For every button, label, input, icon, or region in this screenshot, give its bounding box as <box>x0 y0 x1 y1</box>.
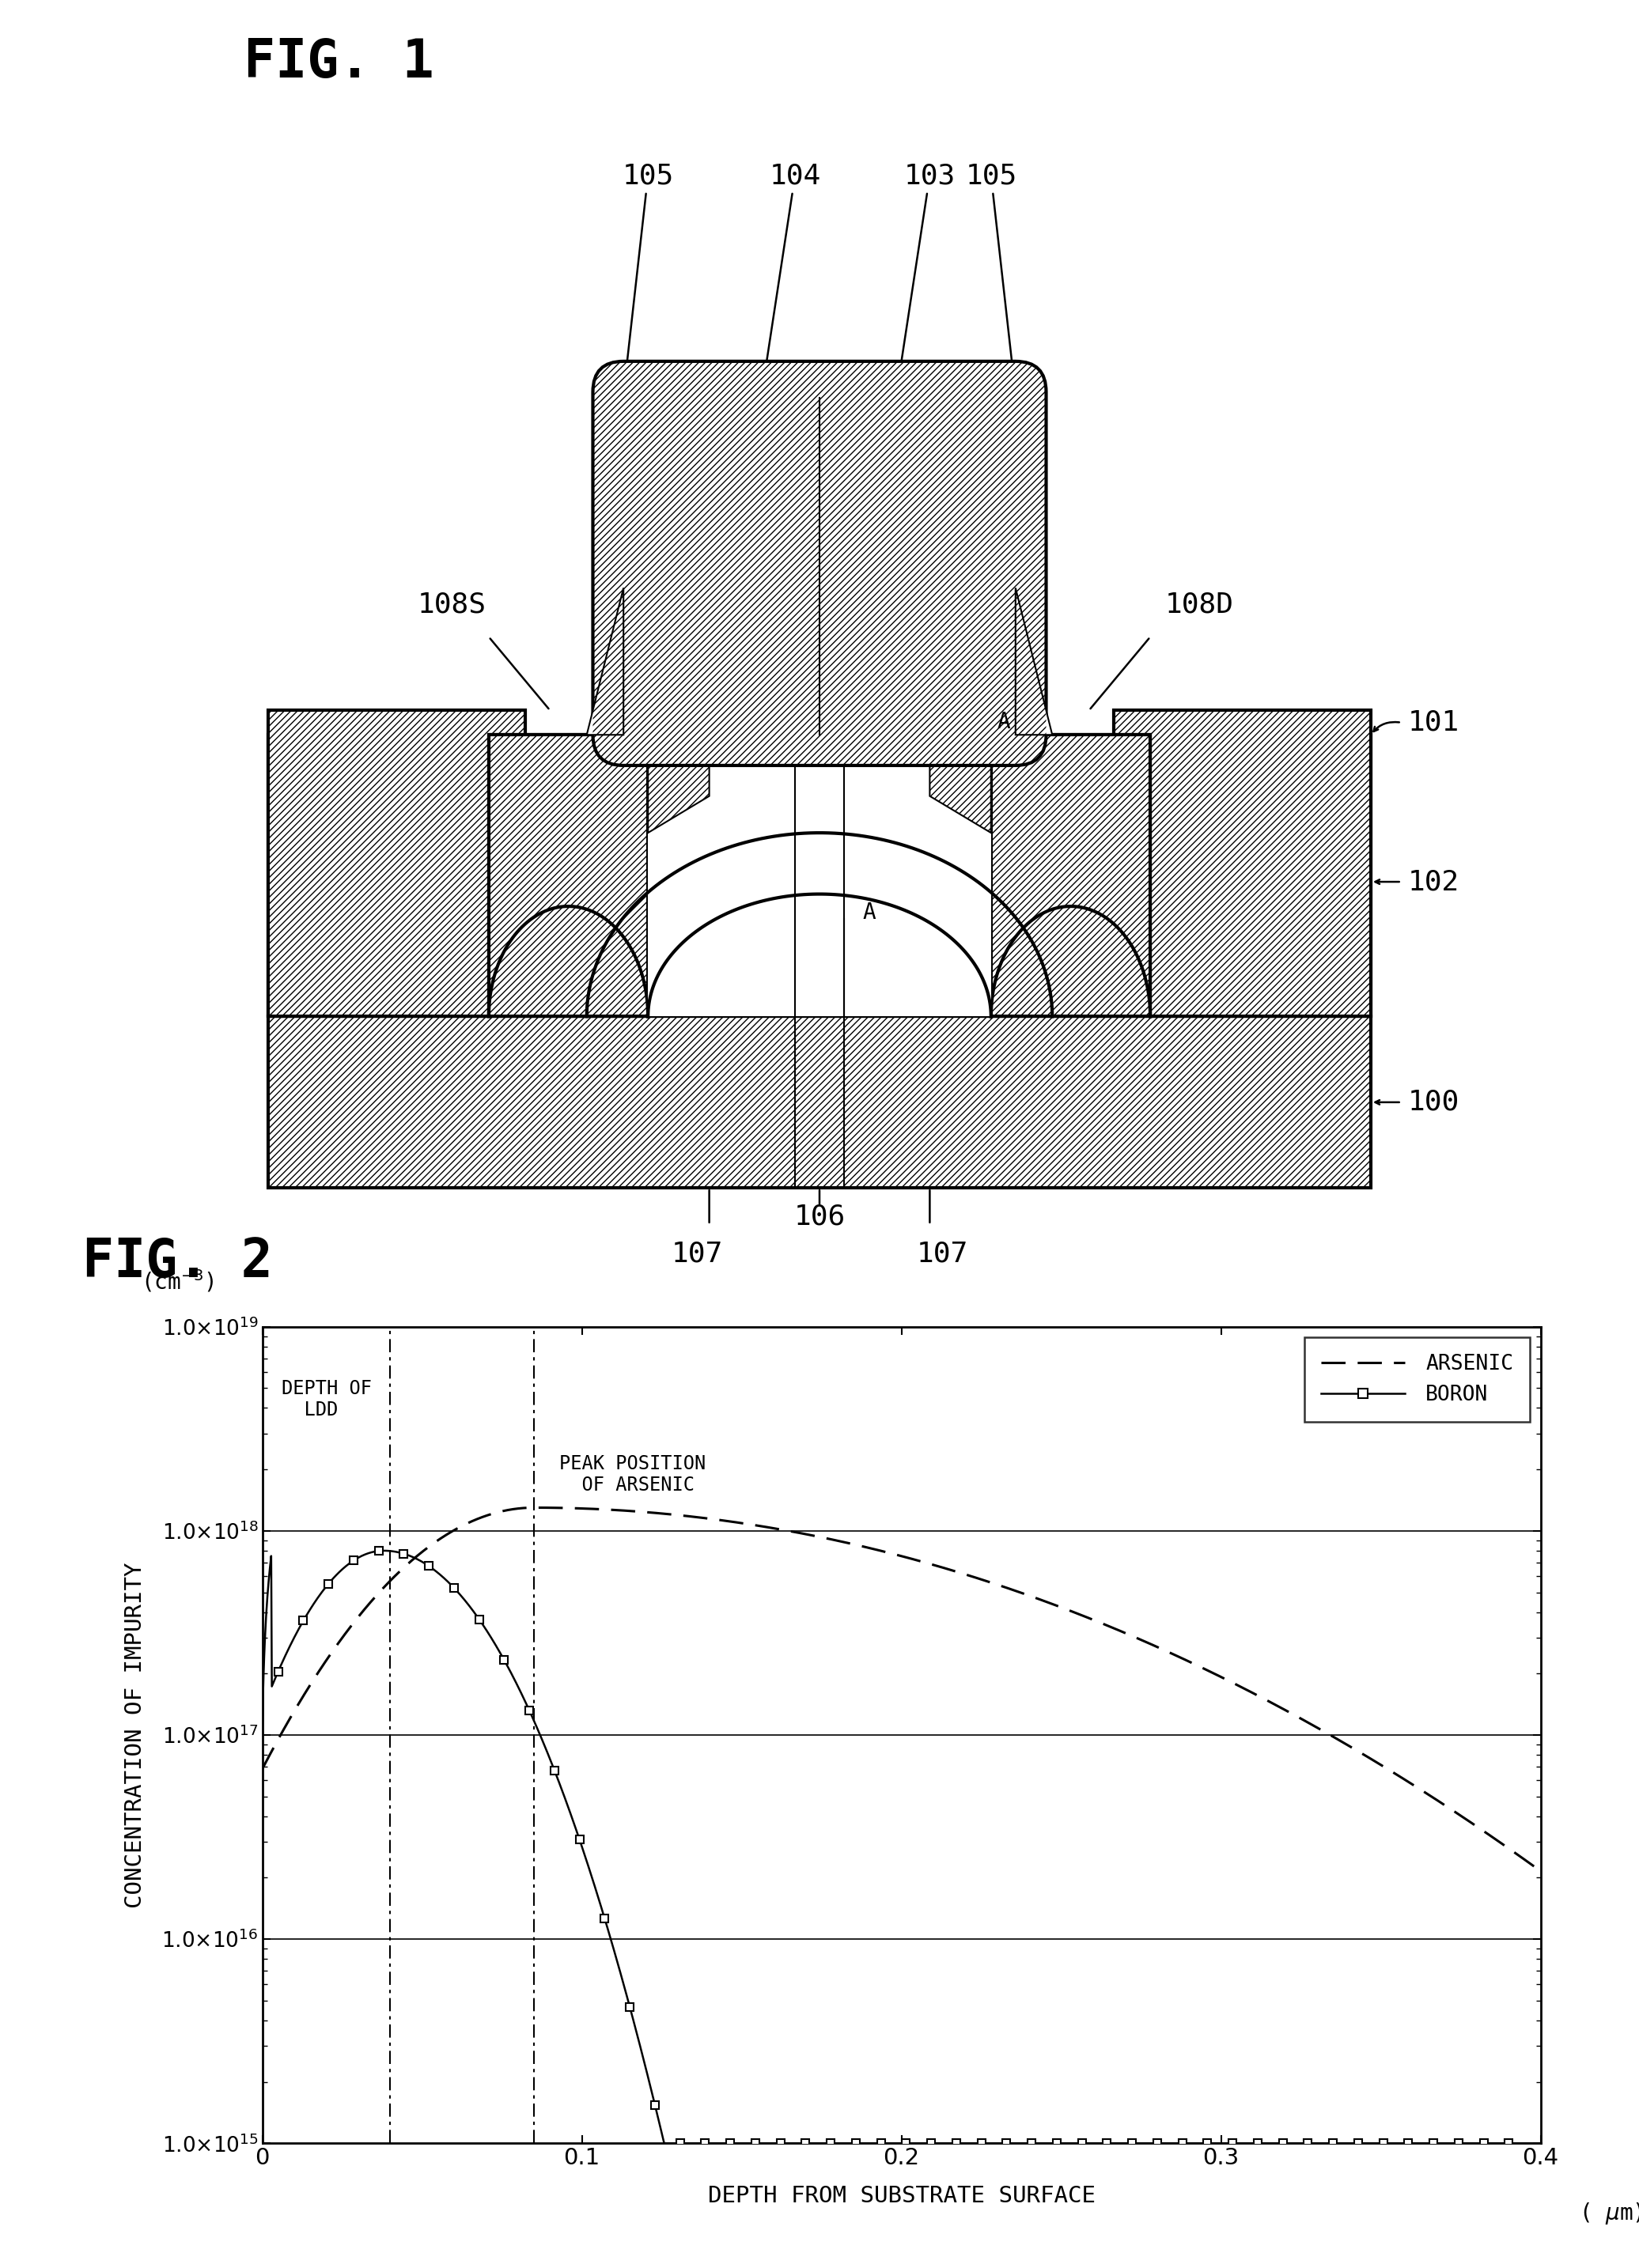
BORON <box>269 1658 288 1685</box>
Polygon shape <box>992 735 1151 1016</box>
Text: DEPTH OF
  LDD: DEPTH OF LDD <box>282 1379 372 1420</box>
BORON <box>797 2130 816 2157</box>
Text: 108S: 108S <box>418 592 487 617</box>
BORON <box>921 2130 941 2157</box>
BORON <box>1223 2130 1242 2157</box>
BORON <box>544 1758 564 1785</box>
BORON <box>1473 2130 1493 2157</box>
BORON <box>997 2130 1016 2157</box>
BORON <box>1349 2130 1369 2157</box>
BORON <box>897 2130 916 2157</box>
Text: FIG. 2: FIG. 2 <box>82 1236 272 1288</box>
BORON <box>469 1606 488 1633</box>
BORON <box>1449 2130 1469 2157</box>
BORON <box>344 1547 364 1574</box>
BORON <box>444 1574 464 1601</box>
BORON <box>1096 2130 1116 2157</box>
BORON <box>1172 2130 1192 2157</box>
BORON <box>1373 2130 1393 2157</box>
BORON <box>1047 2130 1067 2157</box>
BORON <box>570 1826 590 1853</box>
BORON <box>293 1608 313 1635</box>
BORON <box>846 2130 865 2157</box>
BORON <box>620 1994 639 2021</box>
ARSENIC <box>875 1538 895 1565</box>
Text: 103: 103 <box>893 163 956 415</box>
Legend: ARSENIC, BORON: ARSENIC, BORON <box>1305 1338 1531 1422</box>
Text: ( $\mu$m): ( $\mu$m) <box>1578 2200 1639 2225</box>
Polygon shape <box>647 735 710 832</box>
Polygon shape <box>1113 710 1370 1016</box>
Text: A: A <box>997 712 1010 733</box>
BORON <box>595 1905 615 1932</box>
BORON <box>1398 2130 1418 2157</box>
Y-axis label: CONCENTRATION OF IMPURITY: CONCENTRATION OF IMPURITY <box>125 1563 146 1907</box>
BORON <box>1500 2130 1519 2157</box>
BORON <box>1147 2130 1167 2157</box>
Text: 106: 106 <box>793 1204 846 1229</box>
ARSENIC <box>318 1644 338 1672</box>
FancyBboxPatch shape <box>593 361 1046 764</box>
Text: 102: 102 <box>1408 869 1459 896</box>
Line: BORON: BORON <box>274 1547 1513 2148</box>
ARSENIC <box>841 1531 860 1558</box>
Text: PEAK POSITION
  OF ARSENIC: PEAK POSITION OF ARSENIC <box>559 1454 706 1495</box>
Polygon shape <box>269 710 526 1016</box>
Text: A: A <box>862 900 875 923</box>
Text: 105: 105 <box>600 163 674 610</box>
Text: 107: 107 <box>672 1241 723 1268</box>
BORON <box>721 2130 741 2157</box>
Polygon shape <box>929 735 992 832</box>
BORON <box>1424 2130 1444 2157</box>
Text: 100: 100 <box>1408 1089 1459 1116</box>
BORON <box>1298 2130 1318 2157</box>
ARSENIC <box>252 1755 272 1783</box>
Bar <box>647 735 992 1016</box>
BORON <box>1072 2130 1092 2157</box>
Text: 101: 101 <box>1408 710 1459 737</box>
Polygon shape <box>1016 587 1052 735</box>
Polygon shape <box>587 587 623 735</box>
BORON <box>318 1569 338 1597</box>
BORON <box>770 2130 790 2157</box>
ARSENIC <box>1531 1857 1550 1885</box>
BORON <box>1323 2130 1342 2157</box>
BORON <box>1123 2130 1142 2157</box>
Text: 104: 104 <box>759 163 821 415</box>
Bar <box>269 1016 1370 1188</box>
BORON <box>870 2130 890 2157</box>
BORON <box>1247 2130 1267 2157</box>
BORON <box>821 2130 841 2157</box>
Bar <box>269 1016 1370 1188</box>
BORON <box>420 1554 439 1581</box>
BORON <box>495 1647 515 1674</box>
Polygon shape <box>488 735 647 1016</box>
Text: 108D: 108D <box>1165 592 1234 617</box>
BORON <box>746 2130 765 2157</box>
Text: 105: 105 <box>965 163 1039 610</box>
BORON <box>972 2130 992 2157</box>
BORON <box>670 2130 690 2157</box>
BORON <box>369 1538 388 1565</box>
ARSENIC <box>524 1495 544 1522</box>
Line: ARSENIC: ARSENIC <box>262 1508 1541 1871</box>
BORON <box>1021 2130 1041 2157</box>
BORON <box>695 2130 715 2157</box>
Text: (cm$^{-3}$): (cm$^{-3}$) <box>141 1268 215 1295</box>
ARSENIC <box>1260 1687 1280 1715</box>
BORON <box>520 1696 539 1724</box>
ARSENIC <box>1493 1830 1513 1857</box>
X-axis label: DEPTH FROM SUBSTRATE SURFACE: DEPTH FROM SUBSTRATE SURFACE <box>708 2184 1095 2207</box>
BORON <box>946 2130 965 2157</box>
Text: FIG. 1: FIG. 1 <box>244 36 434 88</box>
BORON <box>393 1540 413 1567</box>
Bar <box>269 735 1370 1016</box>
BORON <box>1198 2130 1218 2157</box>
ARSENIC <box>1495 1833 1514 1860</box>
Text: 107: 107 <box>916 1241 967 1268</box>
BORON <box>646 2091 665 2118</box>
BORON <box>1274 2130 1293 2157</box>
